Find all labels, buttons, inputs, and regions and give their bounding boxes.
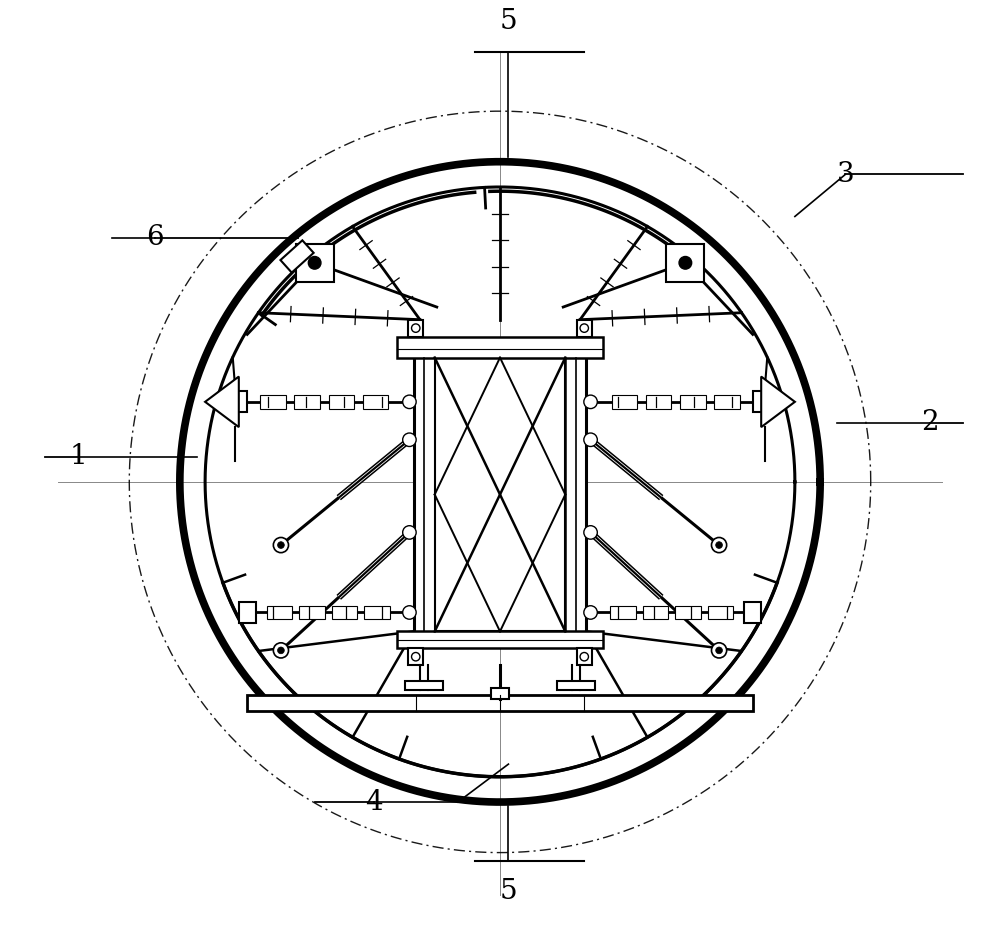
Polygon shape (646, 395, 671, 409)
Polygon shape (294, 395, 320, 409)
Circle shape (278, 647, 284, 654)
Circle shape (403, 526, 416, 540)
Text: 1: 1 (70, 443, 88, 470)
Circle shape (711, 642, 727, 658)
Bar (577, 648, 592, 666)
Circle shape (711, 538, 727, 552)
Text: 3: 3 (837, 161, 854, 188)
Polygon shape (675, 605, 701, 619)
Circle shape (308, 257, 321, 269)
Bar (491, 689, 509, 699)
Bar (408, 320, 423, 337)
Text: 6: 6 (146, 224, 163, 251)
Bar (408, 648, 423, 666)
Bar (753, 391, 770, 413)
Polygon shape (708, 605, 733, 619)
Circle shape (679, 257, 692, 269)
Bar (239, 602, 256, 623)
Text: 4: 4 (365, 789, 382, 816)
Polygon shape (280, 240, 314, 273)
Circle shape (278, 541, 284, 549)
FancyBboxPatch shape (666, 244, 704, 282)
Text: 5: 5 (500, 878, 517, 905)
Polygon shape (364, 605, 390, 619)
Circle shape (403, 395, 416, 409)
Bar (744, 602, 761, 623)
Polygon shape (332, 605, 357, 619)
Bar (247, 694, 753, 712)
Circle shape (584, 605, 597, 619)
Polygon shape (205, 376, 239, 427)
Bar (397, 631, 603, 648)
Bar (414, 347, 435, 642)
Circle shape (273, 538, 289, 552)
Polygon shape (643, 605, 668, 619)
Bar (577, 320, 592, 337)
Text: 2: 2 (921, 410, 939, 437)
Polygon shape (610, 605, 636, 619)
Bar (435, 358, 565, 631)
Text: 5: 5 (500, 8, 517, 35)
Polygon shape (612, 395, 637, 409)
Polygon shape (363, 395, 388, 409)
Bar (397, 337, 603, 358)
Polygon shape (260, 395, 286, 409)
Polygon shape (761, 376, 795, 427)
Circle shape (584, 433, 597, 447)
Bar (230, 391, 247, 413)
Bar (405, 681, 443, 691)
Polygon shape (267, 605, 292, 619)
Circle shape (403, 605, 416, 619)
Circle shape (273, 642, 289, 658)
Polygon shape (714, 395, 740, 409)
FancyBboxPatch shape (296, 244, 334, 282)
Circle shape (716, 647, 722, 654)
Polygon shape (680, 395, 706, 409)
Circle shape (716, 541, 722, 549)
Circle shape (584, 526, 597, 540)
Circle shape (403, 433, 416, 447)
Polygon shape (329, 395, 354, 409)
Bar (557, 681, 595, 691)
Circle shape (584, 395, 597, 409)
Bar (565, 347, 586, 642)
Polygon shape (299, 605, 325, 619)
